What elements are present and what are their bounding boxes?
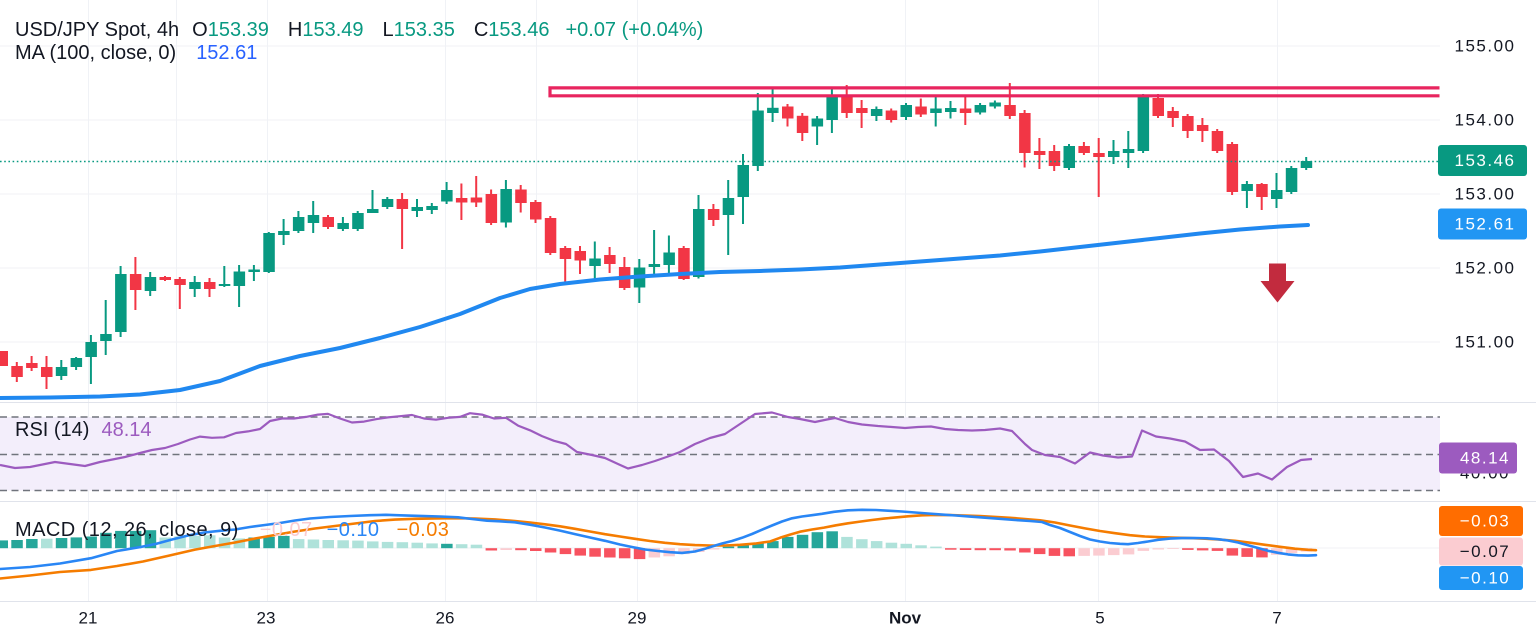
svg-text:7: 7 xyxy=(1272,609,1281,628)
svg-text:29: 29 xyxy=(628,609,647,628)
svg-text:48.14: 48.14 xyxy=(1460,449,1510,468)
svg-text:5: 5 xyxy=(1095,609,1104,628)
svg-text:152.61: 152.61 xyxy=(1455,215,1516,234)
svg-text:153.46: 153.46 xyxy=(1455,151,1516,170)
svg-text:−0.10: −0.10 xyxy=(1460,569,1511,588)
svg-text:153.00: 153.00 xyxy=(1455,185,1516,204)
svg-text:23: 23 xyxy=(257,609,276,628)
svg-text:−0.03: −0.03 xyxy=(1460,512,1511,531)
svg-text:21: 21 xyxy=(79,609,98,628)
svg-text:MACD (12, 26, close, 9)−0.07−0: MACD (12, 26, close, 9) −0.07 −0.10 −0.03 xyxy=(15,519,449,541)
svg-text:154.00: 154.00 xyxy=(1455,111,1516,130)
svg-text:RSI (14)48.14: RSI (14) 48.14 xyxy=(15,419,152,441)
svg-text:155.00: 155.00 xyxy=(1455,37,1516,56)
svg-text:−0.07: −0.07 xyxy=(1460,542,1511,561)
svg-text:26: 26 xyxy=(436,609,455,628)
svg-text:151.00: 151.00 xyxy=(1455,333,1516,352)
svg-text:Nov: Nov xyxy=(889,609,922,628)
svg-text:152.00: 152.00 xyxy=(1455,259,1516,278)
svg-text:MA (100, close, 0)152.61: MA (100, close, 0) 152.61 xyxy=(15,42,257,64)
